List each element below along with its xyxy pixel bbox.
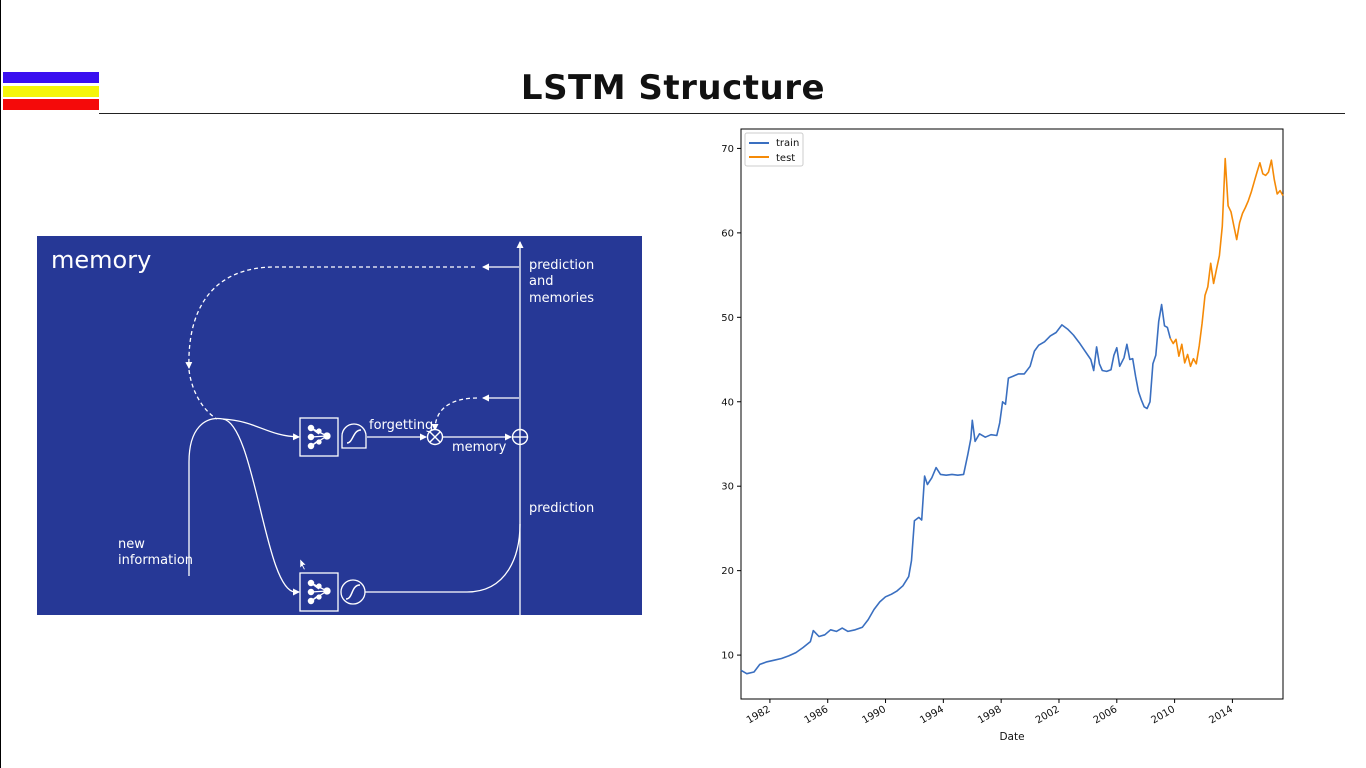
neural-net-icon — [299, 572, 339, 612]
label-prediction-and-memories-3: memories — [529, 291, 594, 306]
label-new-information-2: information — [118, 553, 193, 568]
label-memory: memory — [452, 440, 507, 455]
label-forgetting: forgetting — [369, 418, 433, 433]
add-icon — [511, 428, 529, 446]
accent-stripe-yellow — [3, 86, 99, 97]
accent-stripe-blue — [3, 72, 99, 83]
label-prediction: prediction — [529, 501, 594, 516]
multiply-icon — [426, 428, 444, 446]
accent-stripe-red — [3, 99, 99, 110]
mouse-cursor-icon — [299, 558, 307, 571]
diagram-heading: memory — [51, 246, 151, 274]
sigmoid-icon — [341, 423, 367, 449]
prediction-gate — [299, 572, 366, 612]
slide-title: LSTM Structure — [520, 68, 826, 108]
memory-loop-path — [185, 266, 475, 369]
lstm-diagram: memory — [37, 236, 642, 615]
small-loop-path — [431, 397, 478, 431]
prediction-path — [363, 523, 521, 593]
title-divider — [99, 113, 1345, 114]
neural-net-icon — [299, 417, 339, 457]
new-info-curve — [188, 417, 300, 596]
forget-gate — [299, 417, 367, 457]
label-new-information-1: new — [118, 537, 145, 552]
label-prediction-and-memories-1: prediction — [529, 258, 594, 273]
label-prediction-and-memories-2: and — [529, 274, 553, 289]
diagram-background — [37, 236, 642, 615]
forget-input-curve — [222, 418, 300, 441]
